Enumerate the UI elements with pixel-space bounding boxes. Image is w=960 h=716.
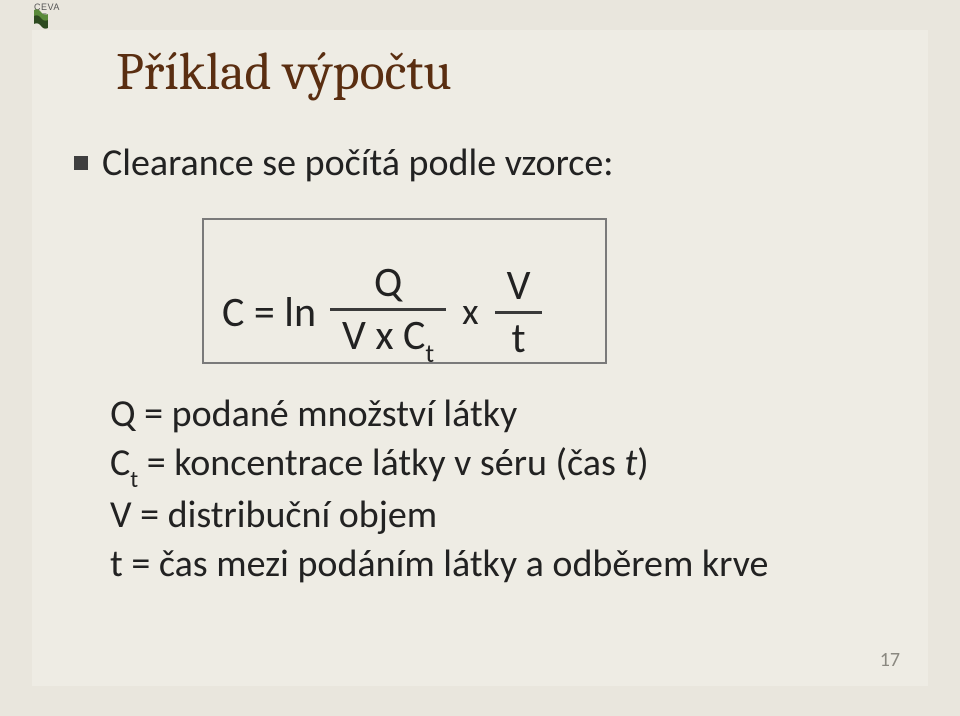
bullet-item: Clearance se počítá podle vzorce: xyxy=(74,140,613,186)
def-line-4: t = čas mezi podáním látky a odběrem krv… xyxy=(110,540,768,589)
page-number: 17 xyxy=(880,648,900,672)
definitions: Q = podané množství látky Ct = koncentra… xyxy=(110,390,768,589)
slide-title: Příklad výpočtu xyxy=(116,42,452,102)
frac1-num: Q xyxy=(362,262,414,304)
fraction-1: Q V x Ct xyxy=(330,262,446,362)
slide: CEVA CE Příklad výpočtu Clearance se poč… xyxy=(0,0,960,716)
def-line-1: Q = podané množství látky xyxy=(110,390,768,439)
def-line-3: V = distribuční objem xyxy=(110,491,768,540)
formula-lhs: C = ln xyxy=(222,287,316,338)
formula: C = ln Q V x Ct x V t xyxy=(222,262,552,362)
formula-mul: x xyxy=(462,289,478,335)
logo-ribbon-icon xyxy=(32,8,50,30)
frac1-den: V x Ct xyxy=(330,315,446,362)
content-panel: Příklad výpočtu Clearance se počítá podl… xyxy=(32,30,928,686)
fraction-2: V t xyxy=(495,265,543,360)
bullet-text: Clearance se počítá podle vzorce: xyxy=(102,140,613,186)
frac2-num: V xyxy=(495,265,543,307)
frac2-den: t xyxy=(500,318,538,360)
def-line-2: Ct = koncentrace látky v séru (čas t) xyxy=(110,439,768,492)
bullet-marker-icon xyxy=(74,156,88,170)
